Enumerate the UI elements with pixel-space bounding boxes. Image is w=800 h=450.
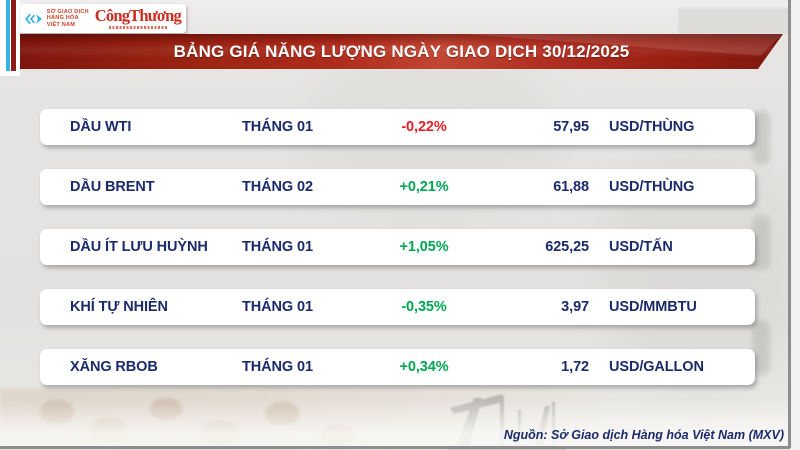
newspaper-slogan-strip bbox=[108, 25, 167, 29]
commodity-name: DẦU WTI bbox=[70, 119, 132, 135]
price-unit: USD/TẤN bbox=[609, 239, 673, 255]
change-percent: +0,34% bbox=[399, 359, 449, 375]
mxv-logo-icon bbox=[25, 13, 42, 24]
table-row: DẦU ÍT LƯU HUỲNH THÁNG 01 +1,05% 625,25 … bbox=[40, 229, 755, 265]
title-banner: BẢNG GIÁ NĂNG LƯỢNG NGÀY GIAO DỊCH 30/12… bbox=[20, 34, 783, 69]
commodity-name: DẦU BRENT bbox=[70, 179, 155, 195]
contract-month: THÁNG 01 bbox=[242, 299, 313, 315]
frame-edge-bottom bbox=[0, 446, 790, 449]
mxv-logo-text: SỞ GIAO DỊCH HÀNG HÓA VIỆT NAM bbox=[47, 9, 89, 28]
contract-month: THÁNG 01 bbox=[242, 239, 313, 255]
newspaper-logo: CôngThương bbox=[94, 6, 182, 26]
frame-edge-right bbox=[788, 0, 791, 448]
mxv-logo-line: VIỆT NAM bbox=[46, 21, 76, 28]
change-percent: -0,35% bbox=[401, 299, 447, 315]
change-percent: -0,22% bbox=[401, 119, 447, 135]
table-row: DẦU BRENT THÁNG 02 +0,21% 61,88 USD/THÙN… bbox=[40, 169, 755, 205]
mxv-logo-line: HÀNG HÓA bbox=[46, 15, 79, 22]
commodity-name: DẦU ÍT LƯU HUỲNH bbox=[70, 239, 208, 255]
maroon-stripe bbox=[11, 0, 16, 71]
price-unit: USD/MMBTU bbox=[609, 299, 697, 315]
contract-month: THÁNG 02 bbox=[242, 179, 313, 195]
cyan-stripe bbox=[6, 0, 10, 71]
change-percent: +0,21% bbox=[399, 179, 449, 195]
price-value: 1,72 bbox=[561, 359, 589, 375]
price-value: 3,97 bbox=[561, 299, 589, 315]
price-unit: USD/GALLON bbox=[609, 359, 704, 375]
price-value: 61,88 bbox=[553, 179, 589, 195]
background-photo-bean bbox=[320, 424, 356, 448]
change-percent: +1,05% bbox=[399, 239, 449, 255]
price-value: 625,25 bbox=[545, 239, 589, 255]
frame-right-margin bbox=[791, 0, 800, 450]
table-row: KHÍ TỰ NHIÊN THÁNG 01 -0,35% 3,97 USD/MM… bbox=[40, 289, 755, 325]
price-table: DẦU WTI THÁNG 01 -0,22% 57,95 USD/THÙNG … bbox=[40, 109, 755, 409]
price-unit: USD/THÙNG bbox=[609, 179, 695, 195]
contract-month: THÁNG 01 bbox=[242, 359, 313, 375]
price-unit: USD/THÙNG bbox=[609, 119, 695, 135]
contract-month: THÁNG 01 bbox=[242, 119, 313, 135]
commodity-name: XĂNG RBOB bbox=[70, 359, 158, 375]
background-photo-bean bbox=[200, 420, 240, 446]
mxv-logo-line: SỞ GIAO DỊCH bbox=[46, 8, 89, 15]
left-accent-stripes bbox=[0, 0, 20, 76]
table-row: DẦU WTI THÁNG 01 -0,22% 57,95 USD/THÙNG bbox=[40, 109, 755, 145]
mxv-logo-card: SỞ GIAO DỊCH HÀNG HÓA VIỆT NAM CôngThươn… bbox=[20, 4, 186, 33]
page-title: BẢNG GIÁ NĂNG LƯỢNG NGÀY GIAO DỊCH 30/12… bbox=[173, 41, 630, 61]
price-value: 57,95 bbox=[553, 119, 589, 135]
newspaper-logo-block: CôngThương bbox=[94, 6, 182, 29]
background-photo-fragment bbox=[678, 8, 794, 34]
background-photo-bean bbox=[90, 418, 128, 444]
commodity-name: KHÍ TỰ NHIÊN bbox=[70, 299, 168, 315]
table-row: XĂNG RBOB THÁNG 01 +0,34% 1,72 USD/GALLO… bbox=[40, 349, 755, 385]
source-note: Nguồn: Sở Giao dịch Hàng hóa Việt Nam (M… bbox=[503, 428, 784, 442]
